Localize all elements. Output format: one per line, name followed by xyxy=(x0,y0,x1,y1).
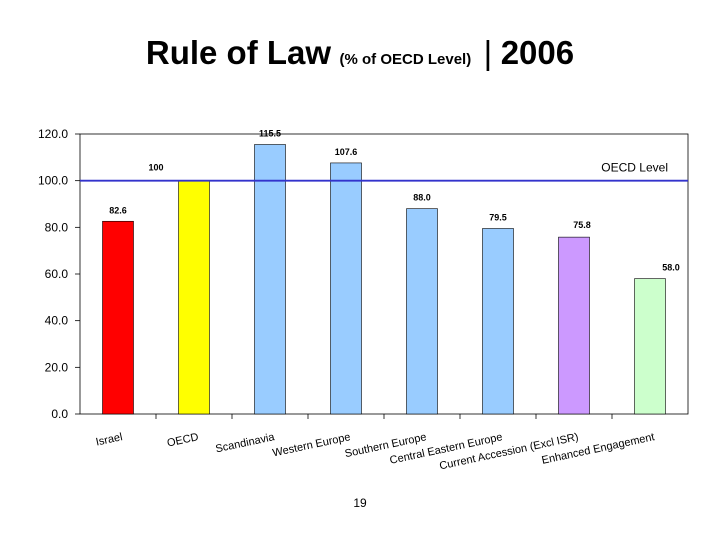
data-label: 79.5 xyxy=(489,213,507,223)
y-tick-label: 100.0 xyxy=(38,174,68,188)
category-label: Western Europe xyxy=(272,431,352,459)
y-tick-label: 80.0 xyxy=(45,220,69,234)
data-label: 115.5 xyxy=(259,129,281,139)
data-label: 75.8 xyxy=(573,220,591,230)
data-label: 100 xyxy=(148,163,163,173)
y-tick-label: 40.0 xyxy=(45,314,69,328)
category-label: Israel xyxy=(95,431,124,448)
reference-line-label: OECD Level xyxy=(601,161,668,175)
data-label: 107.6 xyxy=(335,147,358,157)
y-tick-label: 120.0 xyxy=(38,127,68,141)
data-label: 58.0 xyxy=(662,263,680,273)
data-label: 88.0 xyxy=(413,193,431,203)
bar xyxy=(254,144,286,415)
data-label: 82.6 xyxy=(109,205,127,215)
bar xyxy=(330,162,362,415)
category-label: OECD xyxy=(166,431,200,449)
title-subtitle: (% of OECD Level) xyxy=(339,51,472,68)
bar xyxy=(178,180,210,415)
y-tick-label: 0.0 xyxy=(51,407,68,421)
title-separator: | xyxy=(483,34,493,71)
y-tick-label: 20.0 xyxy=(45,360,69,374)
page-number: 19 xyxy=(353,496,367,510)
title-year: 2006 xyxy=(500,34,575,71)
category-label: Scandinavia xyxy=(215,431,277,455)
bar xyxy=(406,208,438,415)
bar xyxy=(558,236,590,415)
plot-area xyxy=(79,133,689,415)
bar xyxy=(634,278,666,415)
chart-title: Rule of Law (% of OECD Level) | 2006 xyxy=(0,34,720,72)
bar xyxy=(102,220,134,415)
bar xyxy=(482,228,514,415)
title-main: Rule of Law xyxy=(145,34,332,71)
y-tick-label: 60.0 xyxy=(45,267,69,281)
